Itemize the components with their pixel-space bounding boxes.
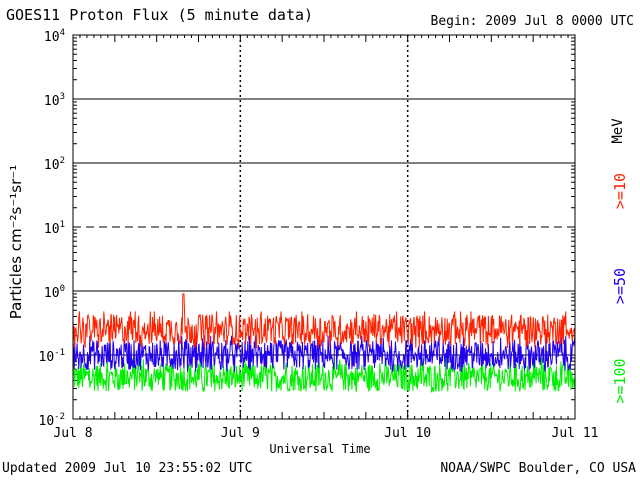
x-axis-label: Universal Time xyxy=(269,442,371,456)
plot-frame xyxy=(72,34,576,420)
legend-series-50: >=50 xyxy=(611,267,629,305)
x-tick-label: Jul 9 xyxy=(221,426,260,441)
chart-title: GOES11 Proton Flux (5 minute data) xyxy=(6,6,314,24)
series-line-2 xyxy=(72,356,576,394)
y-tick-label: 103 xyxy=(44,92,65,109)
unit-label: MeV xyxy=(610,118,626,144)
source-credit: NOAA/SWPC Boulder, CO USA xyxy=(440,461,636,476)
x-tick-label: Jul 10 xyxy=(384,426,431,441)
y-axis-label: Particles cm⁻²s⁻¹sr⁻¹ xyxy=(7,164,25,320)
series-line-1 xyxy=(72,335,576,372)
y-tick-labels: 104 103 102 101 100 10-1 10-2 xyxy=(39,28,66,429)
y-tick-label: 104 xyxy=(44,28,65,45)
begin-time: Begin: 2009 Jul 8 0000 UTC xyxy=(430,14,635,29)
y-tick-label: 10-2 xyxy=(39,412,66,429)
legend-series-100: >=100 xyxy=(611,358,629,404)
updated-time: Updated 2009 Jul 10 23:55:02 UTC xyxy=(2,461,253,476)
x-tick-label: Jul 8 xyxy=(53,426,92,441)
y-tick-label: 101 xyxy=(44,220,65,237)
legend-series-10: >=10 xyxy=(611,172,629,210)
x-tick-labels: Jul 8 Jul 9 Jul 10 Jul 11 xyxy=(53,426,598,441)
series-line-0 xyxy=(72,293,576,349)
y-tick-label: 102 xyxy=(44,156,65,173)
x-tick-label: Jul 11 xyxy=(552,426,599,441)
y-tick-label: 10-1 xyxy=(39,348,66,365)
y-tick-label: 100 xyxy=(44,284,65,301)
series-group xyxy=(72,293,576,394)
